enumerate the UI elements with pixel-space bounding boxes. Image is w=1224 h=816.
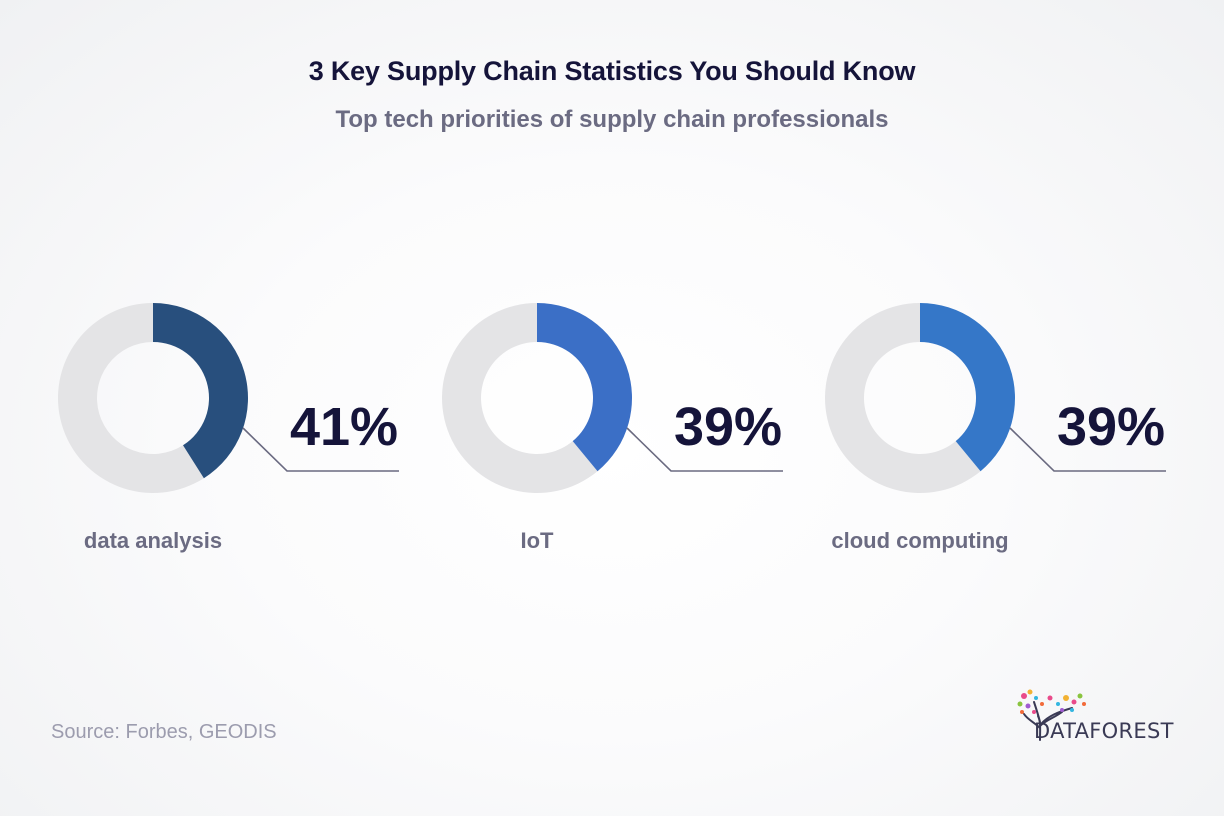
connector-line bbox=[242, 427, 399, 472]
data-label: 39% bbox=[1057, 397, 1165, 457]
data-label: 39% bbox=[674, 397, 782, 457]
category-label: IoT bbox=[521, 528, 555, 553]
page-subtitle: Top tech priorities of supply chain prof… bbox=[335, 106, 889, 133]
donut-chart-2: 39% cloud computing bbox=[825, 303, 1166, 553]
donut-chart-1: 39% IoT bbox=[442, 303, 783, 553]
donut-chart-0: 41% data analysis bbox=[58, 303, 399, 553]
donut-remainder-slice bbox=[58, 303, 204, 494]
logo-wordmark: DATAFOREST bbox=[1034, 719, 1174, 743]
data-label: 41% bbox=[290, 397, 398, 457]
connector-line bbox=[626, 427, 783, 472]
source-note: Source: Forbes, GEODIS bbox=[51, 721, 277, 743]
page-title: 3 Key Supply Chain Statistics You Should… bbox=[308, 56, 916, 86]
donut-value-slice bbox=[153, 303, 249, 479]
donut-value-slice bbox=[920, 303, 1015, 472]
tree-logo-icon bbox=[1017, 689, 1086, 741]
category-label: data analysis bbox=[84, 528, 222, 553]
donut-value-slice bbox=[537, 303, 632, 472]
donut-remainder-slice bbox=[825, 303, 981, 493]
connector-line bbox=[1009, 427, 1166, 472]
category-label: cloud computing bbox=[831, 528, 1008, 553]
donut-remainder-slice bbox=[442, 303, 598, 493]
